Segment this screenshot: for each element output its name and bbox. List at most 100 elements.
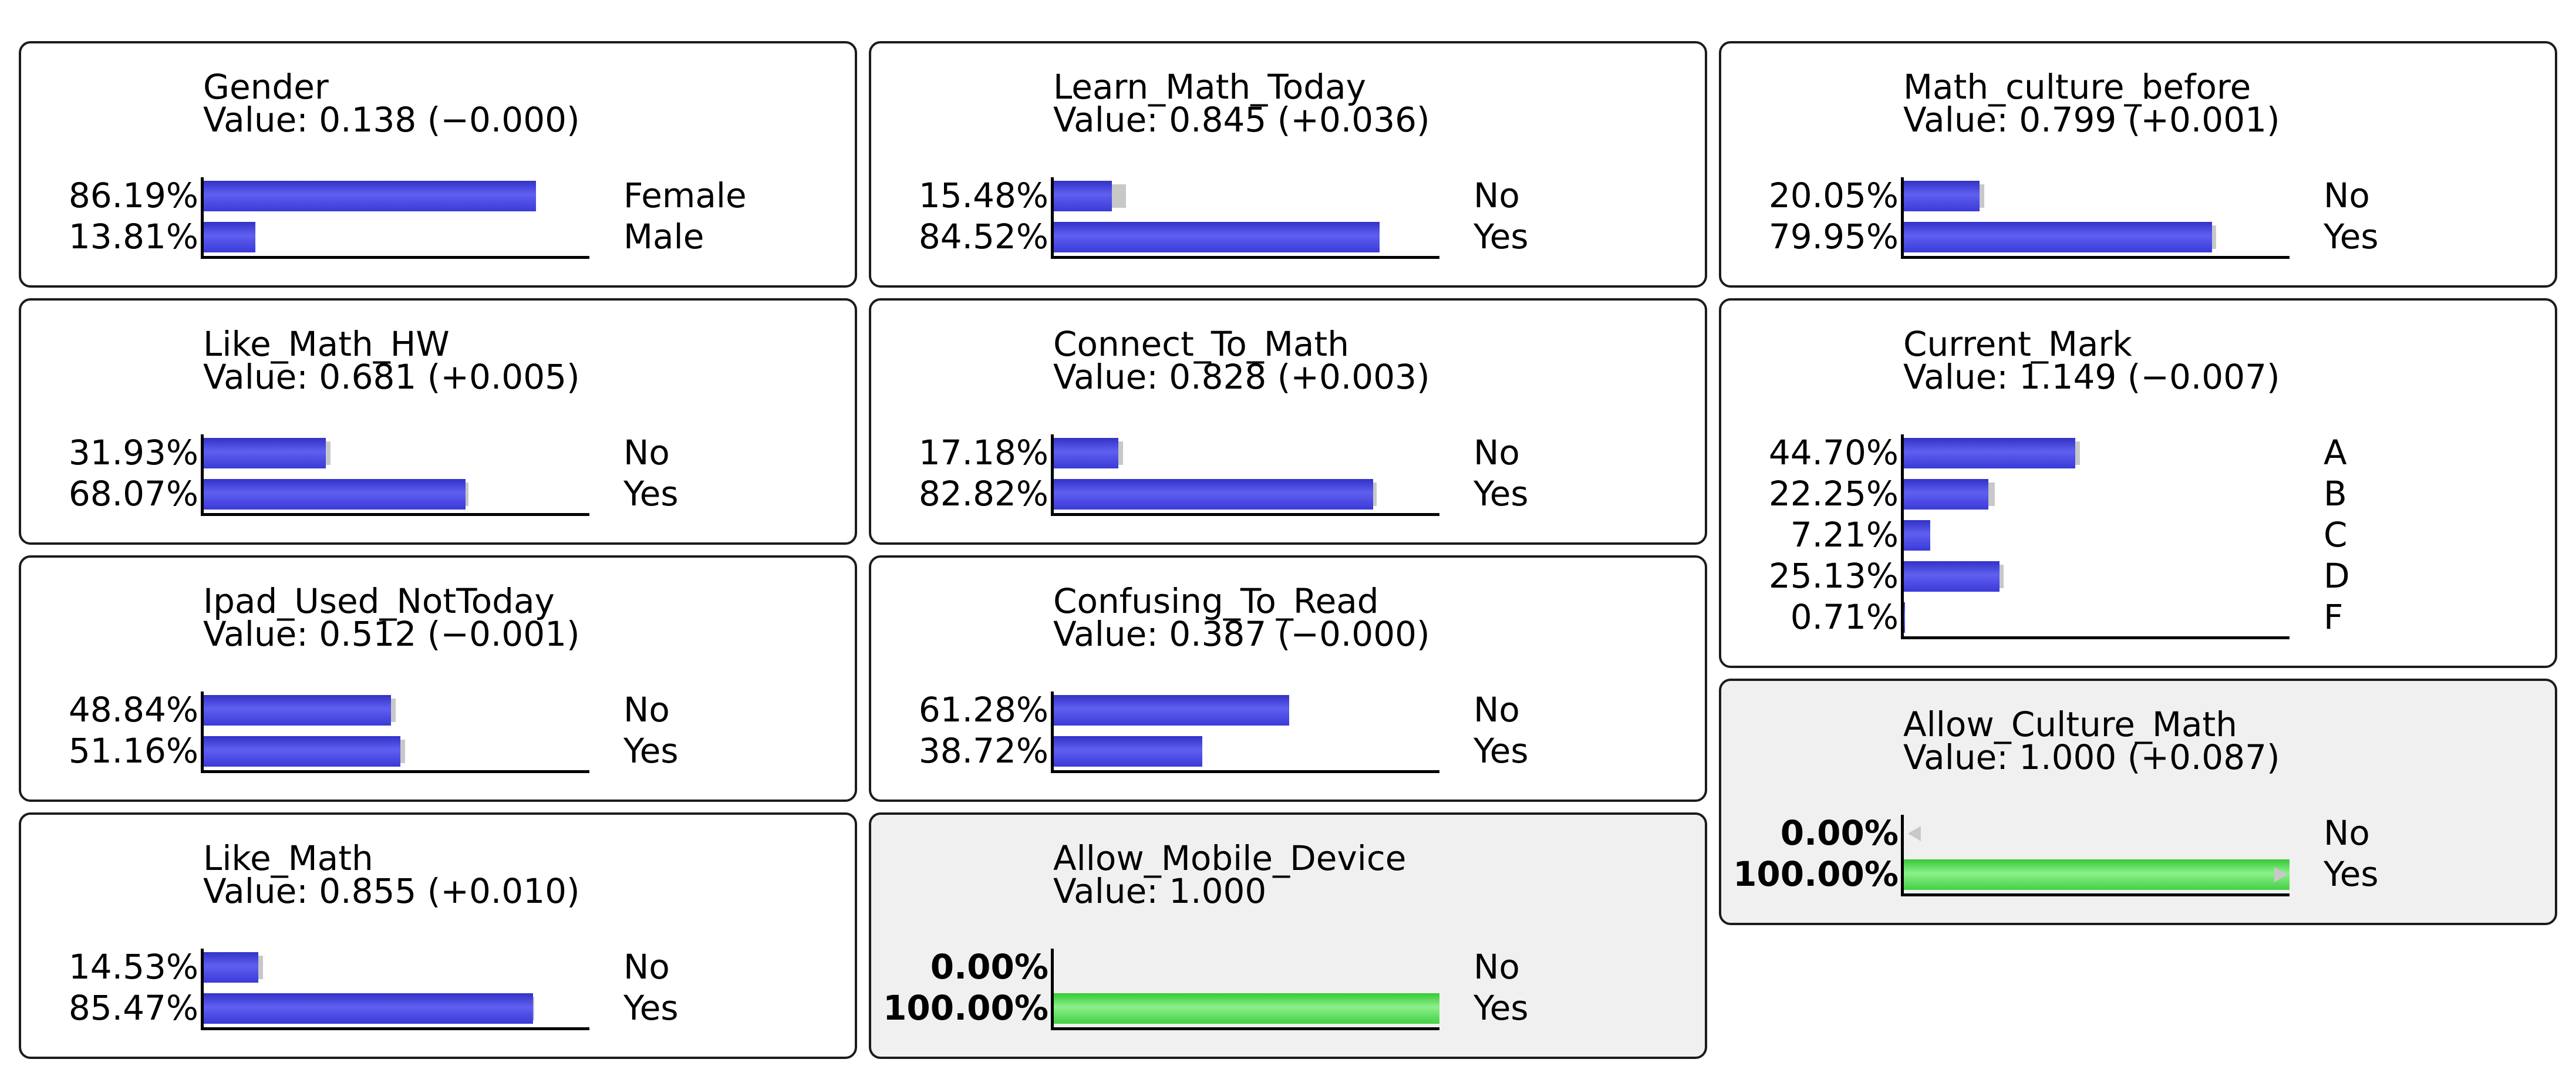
probability-bar-track [202, 479, 589, 510]
node-current-mark[interactable]: Current_Mark Value: 1.149 (−0.007) 44.70% A… [1719, 298, 2557, 668]
probability-bar-track [202, 736, 589, 767]
probability-bar-track [1902, 181, 2290, 211]
node-title: Ipad_Used_NotToday [203, 581, 555, 621]
state-row-yes[interactable]: 100.00% Yes [871, 987, 1705, 1028]
probability-bar [1052, 993, 1439, 1024]
state-label: No [1474, 433, 1520, 473]
node-value: Value: 0.138 (−0.000) [203, 100, 580, 140]
state-percent: 31.93% [68, 433, 198, 473]
state-row-no[interactable]: 0.00% No [871, 946, 1705, 987]
node-learn-math-today[interactable]: Learn_Math_Today Value: 0.845 (+0.036) 15.… [869, 41, 1707, 288]
state-percent: 7.21% [1790, 515, 1899, 555]
node-title: Math_culture_before [1903, 67, 2251, 107]
node-allow-culture-math[interactable]: Allow_Culture_Math Value: 1.000 (+0.087) 0… [1719, 679, 2557, 925]
state-label: Yes [623, 474, 679, 514]
probability-bar-track [202, 222, 589, 252]
previous-probability-bar [390, 699, 396, 722]
state-row-no[interactable]: 61.28% No [871, 689, 1705, 730]
state-row-yes[interactable]: 82.82% Yes [871, 473, 1705, 514]
state-percent: 100.00% [883, 988, 1048, 1028]
probability-bar [1052, 479, 1373, 510]
state-row-yes[interactable]: 51.16% Yes [21, 730, 855, 771]
state-row-yes[interactable]: 38.72% Yes [871, 730, 1705, 771]
state-row-no[interactable]: 31.93% No [21, 432, 855, 473]
probability-bar [1902, 222, 2212, 252]
node-allow-mobile-device[interactable]: Allow_Mobile_Device Value: 1.000 0.00% No 10… [869, 812, 1707, 1059]
node-gender[interactable]: Gender Value: 0.138 (−0.000) 86.19% Female 1… [19, 41, 857, 288]
state-row-male[interactable]: 13.81% Male [21, 216, 855, 257]
state-label: Yes [2324, 854, 2379, 894]
state-label: Yes [1474, 731, 1529, 771]
state-row-yes[interactable]: 100.00% Yes [1721, 854, 2555, 895]
probability-bar-track [1902, 222, 2290, 252]
state-percent: 48.84% [68, 690, 198, 730]
state-label: Yes [1474, 217, 1529, 257]
probability-bar [1052, 695, 1290, 726]
state-row-female[interactable]: 86.19% Female [21, 175, 855, 216]
state-row-d[interactable]: 25.13% D [1721, 555, 2555, 596]
state-row-no[interactable]: 14.53% No [21, 946, 855, 987]
probability-bar [1902, 479, 1988, 510]
node-math-culture-before[interactable]: Math_culture_before Value: 0.799 (+0.001)… [1719, 41, 2557, 288]
state-row-yes[interactable]: 85.47% Yes [21, 987, 855, 1028]
state-label: Yes [1474, 988, 1529, 1028]
bar-axis-horizontal [1051, 513, 1439, 516]
bar-axis-vertical [1901, 434, 1904, 636]
node-like-math-hw[interactable]: Like_Math_HW Value: 0.681 (+0.005) 31.93% N… [19, 298, 857, 545]
state-percent: 85.47% [68, 988, 198, 1028]
state-row-b[interactable]: 22.25% B [1721, 473, 2555, 514]
change-arrow-icon [2274, 867, 2287, 882]
state-row-c[interactable]: 7.21% C [1721, 514, 2555, 555]
state-row-yes[interactable]: 68.07% Yes [21, 473, 855, 514]
probability-bar-track [1902, 818, 2290, 849]
previous-probability-bar [1371, 483, 1377, 506]
node-title: Learn_Math_Today [1053, 67, 1366, 107]
probability-bar-track [202, 695, 589, 726]
state-label: No [2324, 813, 2370, 853]
node-value: Value: 0.387 (−0.000) [1053, 614, 1430, 654]
state-percent: 13.81% [68, 217, 198, 257]
state-row-no[interactable]: 17.18% No [871, 432, 1705, 473]
node-value: Value: 0.828 (+0.003) [1053, 357, 1430, 397]
node-title: Current_Mark [1903, 324, 2132, 364]
state-row-a[interactable]: 44.70% A [1721, 432, 2555, 473]
state-percent: 84.52% [918, 217, 1048, 257]
state-label: B [2324, 474, 2347, 514]
bar-axis-horizontal [201, 513, 589, 516]
probability-bar-track [202, 438, 589, 468]
bar-axis-horizontal [201, 256, 589, 259]
state-percent: 82.82% [918, 474, 1048, 514]
state-row-no[interactable]: 15.48% No [871, 175, 1705, 216]
probability-bar [202, 479, 466, 510]
state-label: Yes [2324, 217, 2379, 257]
previous-probability-bar [400, 740, 405, 763]
state-row-yes[interactable]: 79.95% Yes [1721, 216, 2555, 257]
node-like-math[interactable]: Like_Math Value: 0.855 (+0.010) 14.53% No 85… [19, 812, 857, 1059]
state-row-no[interactable]: 20.05% No [1721, 175, 2555, 216]
probability-bar [1902, 181, 1980, 211]
bar-axis-horizontal [201, 1027, 589, 1030]
state-row-no[interactable]: 48.84% No [21, 689, 855, 730]
probability-bar-track [1902, 438, 2290, 468]
probability-bar-track [1052, 695, 1439, 726]
state-row-yes[interactable]: 84.52% Yes [871, 216, 1705, 257]
probability-bar [1902, 859, 2290, 890]
probability-bar [1052, 438, 1119, 468]
bar-axis-vertical [201, 949, 204, 1027]
probability-bar [202, 438, 326, 468]
bar-axis-vertical [1051, 949, 1054, 1027]
state-row-f[interactable]: 0.71% F [1721, 596, 2555, 637]
state-percent: 100.00% [1733, 854, 1899, 894]
node-confusing-to-read[interactable]: Confusing_To_Read Value: 0.387 (−0.000) 61… [869, 555, 1707, 802]
state-percent: 44.70% [1768, 433, 1899, 473]
node-title: Connect_To_Math [1053, 324, 1349, 364]
previous-probability-bar [1980, 184, 1985, 208]
node-title: Allow_Culture_Math [1903, 704, 2238, 744]
state-percent: 15.48% [918, 176, 1048, 215]
bar-axis-vertical [201, 177, 204, 256]
node-value: Value: 0.681 (+0.005) [203, 357, 580, 397]
node-ipad-used-nottoday[interactable]: Ipad_Used_NotToday Value: 0.512 (−0.001) 4… [19, 555, 857, 802]
state-row-no[interactable]: 0.00% No [1721, 812, 2555, 854]
node-value: Value: 1.000 (+0.087) [1903, 737, 2280, 777]
node-connect-to-math[interactable]: Connect_To_Math Value: 0.828 (+0.003) 17.1… [869, 298, 1707, 545]
